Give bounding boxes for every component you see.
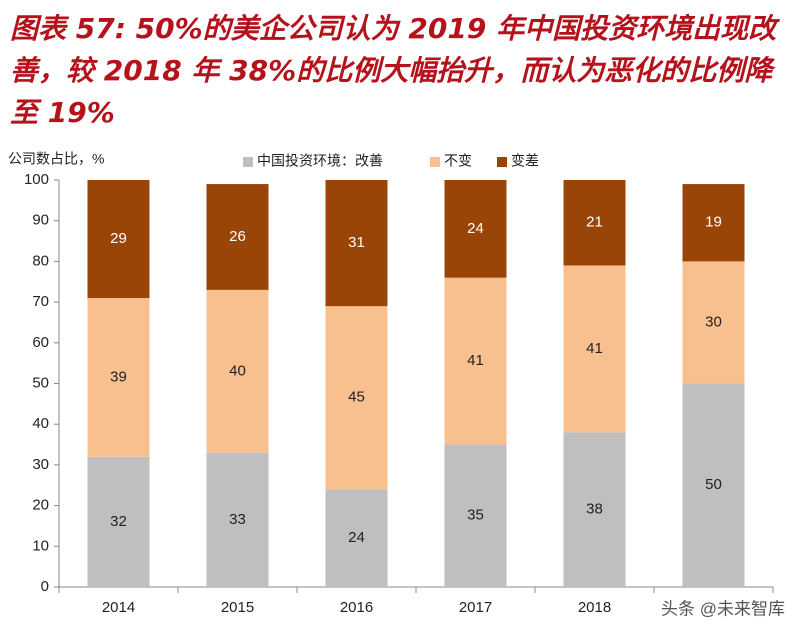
data-label: 19 [705,214,722,231]
y-tick-label: 40 [32,415,49,432]
bar-segment [325,306,388,490]
data-label: 39 [110,368,127,385]
legend-swatch [430,157,440,167]
data-label: 41 [586,340,603,357]
x-tick-label: 2016 [340,599,373,616]
y-tick-label: 70 [32,293,49,310]
data-label: 24 [467,220,484,237]
data-label: 30 [705,313,722,330]
y-tick-label: 20 [32,497,49,514]
y-tick-label: 60 [32,334,49,351]
y-axis-label: 公司数占比，% [8,151,104,167]
bar-segment [325,489,388,587]
legend-swatch [497,157,507,167]
data-label: 32 [110,513,127,530]
bar-segment [325,180,388,307]
x-tick-label: 2014 [102,599,135,616]
data-label: 50 [705,476,722,493]
y-tick-label: 100 [24,171,49,188]
data-label: 40 [229,362,246,379]
x-tick-label: 2018 [578,599,611,616]
watermark: 头条 @未来智库 [661,599,785,618]
legend-swatch [243,157,253,167]
data-label: 24 [348,529,365,546]
y-tick-label: 0 [41,578,49,595]
y-tick-label: 80 [32,252,49,269]
x-tick-label: 2017 [459,599,492,616]
data-label: 41 [467,352,484,369]
bar-segment [563,265,626,433]
data-label: 29 [110,230,127,247]
y-tick-label: 10 [32,537,49,554]
bar-segment [206,289,269,453]
x-tick-label: 2015 [221,599,254,616]
chart-title: 图表 57: 50%的美企公司认为 2019 年中国投资环境出现改善，较 201… [10,12,777,129]
y-tick-label: 50 [32,374,49,391]
data-label: 26 [229,228,246,245]
data-label: 35 [467,507,484,524]
bar-segment [444,180,507,278]
data-label: 31 [348,234,365,251]
bar-segment [563,432,626,587]
bar-segment [87,298,150,457]
data-label: 21 [586,214,603,231]
bar-segment [206,184,269,290]
y-tick-label: 30 [32,456,49,473]
legend-label: 不变 [444,153,472,169]
bar-segment [682,184,745,262]
bar-segment [682,261,745,384]
data-label: 38 [586,501,603,518]
data-label: 45 [348,389,365,406]
y-tick-label: 90 [32,212,49,229]
bar-segment [682,383,745,587]
bar-segment [87,456,150,587]
data-label: 33 [229,511,246,528]
bar-segment [444,277,507,445]
bar-segment [206,452,269,587]
legend-label: 中国投资环境：改善 [257,153,383,169]
bar-segment [87,180,150,299]
legend-label: 变差 [511,153,539,169]
bar-segment [563,180,626,266]
bar-segment [444,444,507,587]
